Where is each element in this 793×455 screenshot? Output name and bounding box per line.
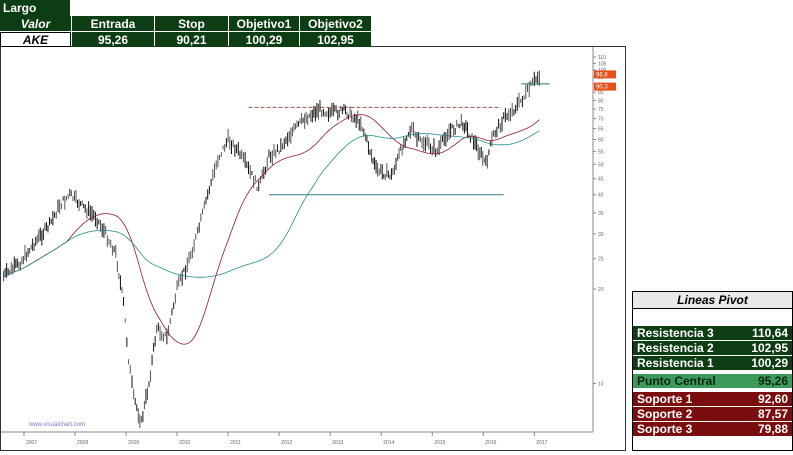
pivot-row-res: Resistencia 2 102,95 — [633, 341, 792, 355]
ma-short-line — [3, 114, 540, 345]
header-value-1: 95,26 — [72, 32, 154, 47]
y-tick-label: 35 — [598, 211, 604, 217]
pivot-row-sup: Soporte 2 87,57 — [633, 407, 792, 421]
x-tick-label: 2007 — [26, 440, 37, 446]
x-tick-label: 2013 — [332, 440, 343, 446]
pivot-panel: Lineas Pivot Resistencia 3 110,64 Resisten… — [632, 291, 793, 451]
price-marker-high — [594, 70, 616, 79]
price-marker-high-label: 96,8 — [596, 72, 608, 78]
pivot-label: Soporte 3 — [637, 422, 693, 436]
watermark: www.visualchart.com — [28, 422, 85, 428]
y-tick-label: 10 — [598, 381, 604, 387]
pivot-value: 92,60 — [757, 392, 788, 406]
pivot-row-sup: Soporte 1 92,60 — [633, 392, 792, 406]
x-tick-label: 2017 — [536, 440, 547, 446]
header-col-3: Objetivo1 — [229, 16, 299, 31]
y-tick-label: 25 — [598, 257, 604, 263]
pivot-label: Soporte 2 — [637, 407, 693, 421]
pivot-value: 95,26 — [757, 374, 788, 388]
strategy-title: Largo — [0, 0, 70, 16]
header-col-4: Objetivo2 — [300, 16, 371, 31]
ma-long-line — [3, 130, 540, 278]
price-marker-low — [594, 82, 616, 91]
chart-svg: 1020253035404550556065707580859095100105… — [1, 47, 616, 446]
x-tick-label: 2008 — [77, 440, 88, 446]
pivot-label: Resistencia 2 — [637, 341, 714, 355]
y-tick-label: 75 — [598, 107, 604, 113]
x-tick-label: 2015 — [434, 440, 445, 446]
pivot-label: Soporte 1 — [637, 392, 693, 406]
pivot-value: 110,64 — [751, 326, 788, 340]
y-tick-label: 85 — [598, 90, 604, 96]
y-tick-label: 65 — [598, 127, 604, 133]
header-value-0: AKE — [0, 32, 71, 47]
x-tick-label: 2010 — [179, 440, 190, 446]
pivot-value: 79,88 — [757, 422, 788, 436]
y-tick-label: 110 — [598, 55, 606, 61]
x-tick-label: 2014 — [383, 440, 394, 446]
x-tick-label: 2011 — [230, 440, 241, 446]
pivot-value: 100,29 — [751, 356, 788, 370]
pivot-title: Lineas Pivot — [633, 292, 792, 309]
header-col-2: Stop — [155, 16, 228, 31]
header-value-4: 102,95 — [300, 32, 371, 47]
price-chart[interactable]: 1020253035404550556065707580859095100105… — [0, 46, 626, 451]
y-tick-label: 40 — [598, 193, 604, 199]
y-tick-label: 60 — [598, 138, 604, 144]
pivot-row-center: Punto Central 95,26 — [633, 374, 792, 388]
header-col-1: Entrada — [72, 16, 154, 31]
y-tick-label: 70 — [598, 117, 604, 123]
price-marker-low-label: 90,3 — [596, 85, 608, 91]
pivot-row-sup: Soporte 3 79,88 — [633, 422, 792, 436]
x-tick-label: 2012 — [281, 440, 292, 446]
y-tick-label: 30 — [598, 232, 604, 238]
y-tick-label: 45 — [598, 177, 604, 183]
y-tick-label: 20 — [598, 287, 604, 293]
pivot-label: Resistencia 1 — [637, 356, 714, 370]
header-col-0: Valor — [0, 16, 71, 31]
x-tick-label: 2009 — [128, 440, 139, 446]
pivot-row-res: Resistencia 1 100,29 — [633, 356, 792, 370]
y-tick-label: 55 — [598, 149, 604, 155]
pivot-label: Punto Central — [637, 374, 716, 388]
pivot-value: 102,95 — [751, 341, 788, 355]
y-tick-label: 50 — [598, 162, 604, 168]
header-value-3: 100,29 — [229, 32, 299, 47]
x-tick-label: 2016 — [485, 440, 496, 446]
y-tick-label: 105 — [598, 61, 607, 67]
header-value-2: 90,21 — [155, 32, 228, 47]
pivot-value: 87,57 — [757, 407, 788, 421]
pivot-label: Resistencia 3 — [637, 326, 714, 340]
y-tick-label: 80 — [598, 98, 604, 104]
pivot-row-res: Resistencia 3 110,64 — [633, 326, 792, 340]
